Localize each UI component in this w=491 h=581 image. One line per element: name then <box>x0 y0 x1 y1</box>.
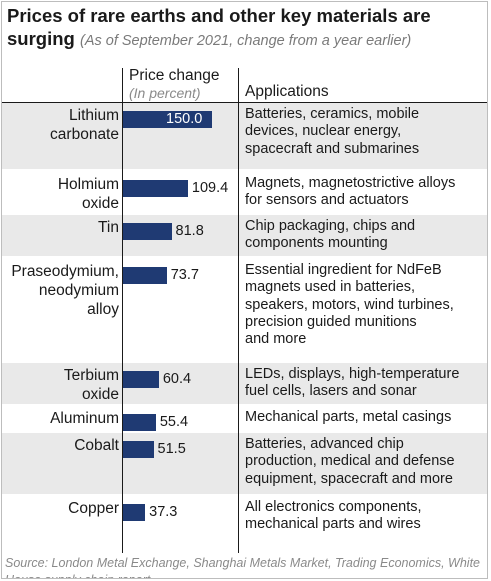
value-label: 81.8 <box>175 223 204 239</box>
application-text: Batteries, advanced chip production, med… <box>245 436 455 487</box>
bar-cobalt <box>123 441 154 458</box>
bar-copper <box>123 504 146 521</box>
material-label: Holmium oxide <box>57 176 119 212</box>
material-label: Aluminum <box>50 410 119 427</box>
value-label: 37.3 <box>149 504 178 520</box>
bar-tin <box>123 223 172 240</box>
bar-aluminum <box>123 414 156 431</box>
value-label: 51.5 <box>157 441 186 457</box>
value-label: 150.0 <box>166 111 203 127</box>
title-note: (As of September 2021, change from a yea… <box>79 33 412 49</box>
application-text: Magnets, magnetostrictive alloys for sen… <box>245 175 456 209</box>
bar-terbium-oxide <box>123 371 159 388</box>
application-text: LEDs, displays, high-temperature fuel ce… <box>245 366 460 400</box>
table-row: Praseodymium, neodymium alloy 73.7 Essenti… <box>2 259 487 360</box>
table-row: Terbium oxide 60.4 LEDs, displays, high-te… <box>2 363 487 404</box>
value-label: 73.7 <box>170 267 199 283</box>
title-main: Prices of rare earths and other key mate… <box>7 5 431 49</box>
table-row: Aluminum 55.4 Mechanical parts, metal casi… <box>2 406 487 431</box>
price-unit-label: (In percent) <box>129 85 201 101</box>
price-change-header: Price change <box>129 67 220 84</box>
bar-holmium-oxide <box>123 180 188 197</box>
source-note: Source: London Metal Exchange, Shanghai … <box>5 556 481 578</box>
application-text: Chip packaging, chips and components mou… <box>245 218 416 252</box>
material-label: Tin <box>98 219 119 236</box>
chart-title: Prices of rare earths and other key mate… <box>7 4 485 53</box>
table-row: Holmium oxide 109.4 Magnets, magnetostrict… <box>2 172 487 213</box>
application-text: All electronics components, mechanical p… <box>245 499 422 533</box>
application-text: Essential ingredient for NdFeB magnets u… <box>245 262 454 348</box>
material-label: Terbium oxide <box>63 367 119 403</box>
table-row: Cobalt 51.5 Batteries, advanced chip produ… <box>2 433 487 494</box>
table-row: Lithium carbonate 150.0 Batteries, ceramic… <box>2 103 487 169</box>
material-label: Cobalt <box>74 437 119 454</box>
table-row: Copper 37.3 All electronics components, me… <box>2 496 487 537</box>
table-row: Tin 81.8 Chip packaging, chips and compone… <box>2 215 487 256</box>
value-label: 109.4 <box>191 180 229 196</box>
bar-axis-line <box>122 68 123 553</box>
application-text: Mechanical parts, metal casings <box>245 409 452 425</box>
bar-lithium-carbonate <box>123 111 212 128</box>
header-rule <box>2 102 487 103</box>
material-label: Praseodymium, neodymium alloy <box>11 263 119 318</box>
bar-praseodymium-neodymium-alloy <box>123 267 167 284</box>
application-text: Batteries, ceramics, mobile devices, nuc… <box>245 106 420 157</box>
value-label: 60.4 <box>162 371 192 387</box>
material-label: Lithium carbonate <box>50 107 119 143</box>
column-divider <box>238 68 239 553</box>
value-label: 55.4 <box>159 414 189 430</box>
material-label: Copper <box>68 500 119 517</box>
applications-header: Applications <box>245 83 329 100</box>
